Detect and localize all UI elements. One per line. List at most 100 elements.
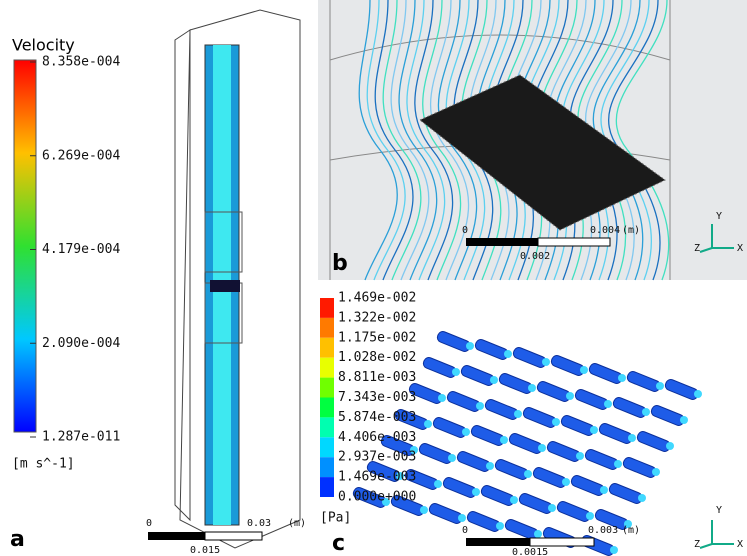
tube-end bbox=[628, 434, 636, 442]
scale-label: (m) bbox=[622, 225, 640, 236]
tube-end bbox=[576, 452, 584, 460]
tube-end bbox=[604, 400, 612, 408]
scale-bar bbox=[530, 538, 594, 546]
tube-end bbox=[486, 462, 494, 470]
legend-title: Velocity bbox=[12, 36, 75, 55]
tube-end bbox=[566, 392, 574, 400]
legend-label: 7.343e-003 bbox=[338, 390, 416, 405]
scale-label: 0 bbox=[146, 518, 152, 529]
figure: Velocity 0 0.03 (m) 0.015 [m s^-1] a 8.3… bbox=[0, 0, 747, 556]
legend-unit: [m s^-1] bbox=[12, 457, 75, 472]
tube-end bbox=[542, 358, 550, 366]
scale-label: 0.003 bbox=[588, 525, 618, 536]
scale-bar bbox=[538, 238, 610, 246]
tube-end bbox=[656, 382, 664, 390]
tube-end bbox=[580, 366, 588, 374]
legend-label: 1.175e-002 bbox=[338, 330, 416, 345]
tube-end bbox=[642, 408, 650, 416]
panel-c: [Pa] 0 0.003 (m) 0.0015 c Y Z X 1.469e-0… bbox=[318, 288, 747, 556]
scale-label: 0.0015 bbox=[512, 547, 548, 556]
panel-bg bbox=[0, 0, 315, 556]
tube-end bbox=[548, 504, 556, 512]
panel-b: 0 0.004 (m) 0.002 b Y Z X bbox=[318, 0, 747, 280]
tube-end bbox=[496, 522, 504, 530]
axis-label: Y bbox=[716, 211, 722, 222]
tube-end bbox=[514, 410, 522, 418]
scale-bar bbox=[466, 538, 530, 546]
tube-end bbox=[434, 480, 442, 488]
tube-end bbox=[524, 470, 532, 478]
tube-end bbox=[458, 514, 466, 522]
scale-label: (m) bbox=[622, 525, 640, 536]
legend-label: 1.322e-002 bbox=[338, 310, 416, 325]
legend-label: 1.469e-002 bbox=[338, 291, 416, 306]
tube-end bbox=[420, 506, 428, 514]
scale-label: 0.004 bbox=[590, 225, 620, 236]
panel-label: c bbox=[332, 531, 345, 556]
tube-end bbox=[462, 428, 470, 436]
axis-label: X bbox=[737, 539, 743, 550]
legend-label: 4.406e-003 bbox=[338, 430, 416, 445]
tube-end bbox=[528, 384, 536, 392]
colorbar bbox=[14, 60, 36, 432]
tube-end bbox=[466, 342, 474, 350]
colorbar bbox=[320, 298, 334, 497]
colorbar-block bbox=[320, 378, 334, 398]
legend-label: 8.358e-004 bbox=[42, 55, 120, 70]
legend-label: 2.937e-003 bbox=[338, 450, 416, 465]
scale-label: 0.03 bbox=[247, 518, 271, 529]
panel-a: Velocity 0 0.03 (m) 0.015 [m s^-1] a 8.3… bbox=[0, 0, 315, 556]
colorbar-block bbox=[320, 318, 334, 338]
tube-end bbox=[504, 350, 512, 358]
tube-end bbox=[476, 402, 484, 410]
tube-end bbox=[586, 512, 594, 520]
colorbar-block bbox=[320, 437, 334, 457]
legend-label: 6.269e-004 bbox=[42, 148, 120, 163]
scale-label: (m) bbox=[288, 518, 306, 529]
colorbar-block bbox=[320, 477, 334, 497]
colorbar-block bbox=[320, 417, 334, 437]
tube-end bbox=[490, 376, 498, 384]
scale-label: 0 bbox=[462, 225, 468, 236]
tube-end bbox=[652, 468, 660, 476]
legend-label: 1.028e-002 bbox=[338, 350, 416, 365]
panel-label: a bbox=[10, 527, 25, 552]
scale-bar bbox=[466, 238, 538, 246]
legend-label: 4.179e-004 bbox=[42, 242, 120, 257]
axis-label: Y bbox=[716, 505, 722, 516]
tube-end bbox=[638, 494, 646, 502]
tube-end bbox=[472, 488, 480, 496]
tube-end bbox=[448, 454, 456, 462]
scale-label: 0 bbox=[462, 525, 468, 536]
scale-label: 0.002 bbox=[520, 251, 550, 262]
colorbar-block bbox=[320, 398, 334, 418]
legend-label: 1.469e-003 bbox=[338, 470, 416, 485]
scale-label: 0.015 bbox=[190, 545, 220, 556]
tube-end bbox=[438, 394, 446, 402]
tube-end bbox=[666, 442, 674, 450]
tube-end bbox=[614, 460, 622, 468]
scale-bar bbox=[148, 532, 205, 540]
tube-end bbox=[618, 374, 626, 382]
tube-end bbox=[510, 496, 518, 504]
tube-end bbox=[694, 390, 702, 398]
tube-end bbox=[500, 436, 508, 444]
panel-label: b bbox=[332, 251, 348, 276]
axis-label: Z bbox=[694, 243, 700, 254]
tube-end bbox=[680, 416, 688, 424]
legend-unit: [Pa] bbox=[320, 511, 351, 526]
tube-end bbox=[562, 478, 570, 486]
tube-end bbox=[600, 486, 608, 494]
legend-label: 2.090e-004 bbox=[42, 336, 120, 351]
tube-end bbox=[590, 426, 598, 434]
tube-end bbox=[534, 530, 542, 538]
axis-label: Z bbox=[694, 539, 700, 550]
tube-end bbox=[538, 444, 546, 452]
tube-end bbox=[452, 368, 460, 376]
packing bbox=[210, 280, 240, 292]
legend-label: 5.874e-003 bbox=[338, 410, 416, 425]
colorbar-block bbox=[320, 298, 334, 318]
tube-end bbox=[610, 546, 618, 554]
legend-label: 0.000e+000 bbox=[338, 490, 416, 505]
colorbar-block bbox=[320, 338, 334, 358]
